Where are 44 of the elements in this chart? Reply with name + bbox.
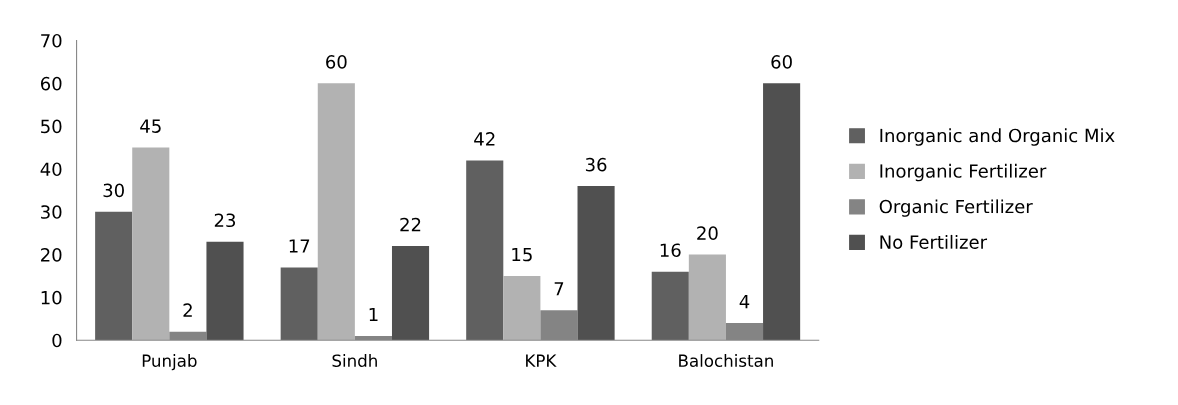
data-label: 4	[739, 295, 750, 309]
data-label: 7	[554, 282, 564, 296]
y-tick-label: 0	[52, 333, 62, 348]
x-tick-label: Sindh	[332, 354, 377, 367]
bar	[503, 275, 541, 341]
bar	[95, 211, 133, 341]
bar	[688, 254, 726, 341]
bar	[317, 83, 355, 341]
data-label: 1	[369, 307, 378, 322]
bar	[206, 241, 244, 341]
bar	[132, 147, 170, 341]
data-label: 22	[400, 217, 421, 232]
legend-label: Organic Fertilizer	[879, 199, 1033, 217]
y-tick-label: 60	[40, 76, 62, 91]
legend-label: Inorganic Fertilizer	[880, 163, 1047, 182]
y-tick-label: 40	[40, 162, 62, 177]
y-tick-label: 70	[41, 33, 62, 48]
data-label: 60	[771, 55, 792, 69]
y-tick-label: 20	[41, 248, 62, 262]
x-tick-label: KPK	[526, 354, 557, 367]
data-label: 20	[697, 226, 718, 240]
data-label: 45	[140, 119, 161, 133]
bar	[651, 271, 689, 341]
data-label: 15	[512, 247, 532, 262]
bar	[280, 267, 318, 341]
data-label: 30	[103, 183, 124, 198]
legend-label: No Fertilizer	[880, 234, 988, 249]
bar	[763, 83, 801, 341]
bar	[466, 160, 504, 341]
y-tick-label: 10	[41, 290, 62, 305]
data-label: 2	[183, 303, 192, 317]
data-label: 36	[585, 157, 607, 172]
data-label: 60	[326, 55, 347, 69]
bar	[391, 246, 430, 341]
data-label: 17	[289, 239, 310, 253]
x-tick-label: Balochistan	[679, 354, 773, 367]
x-tick-label: Punjab	[142, 354, 197, 371]
legend-label: Inorganic and Organic Mix	[880, 128, 1115, 146]
data-label: 42	[474, 132, 495, 146]
data-label: 16	[660, 243, 681, 258]
data-label: 23	[214, 213, 236, 228]
y-tick-label: 30	[41, 205, 62, 219]
bar	[577, 186, 615, 341]
y-tick-label: 50	[41, 119, 62, 134]
